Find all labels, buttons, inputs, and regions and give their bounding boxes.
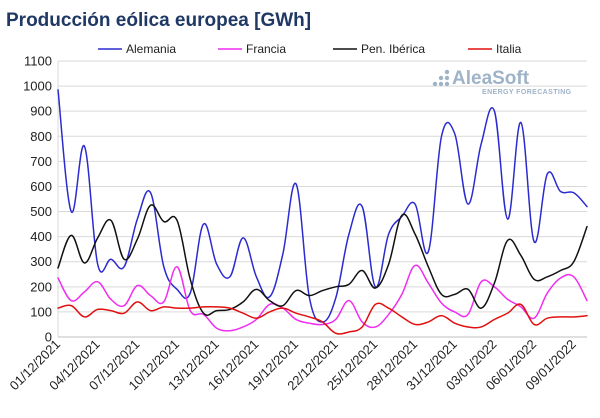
y-tick-label: 1100	[24, 54, 52, 69]
chart-title: Producción eólica europea [GWh]	[6, 10, 311, 31]
y-tick-label: 600	[30, 179, 52, 194]
y-tick-label: 500	[30, 204, 52, 219]
series-line-alemania	[57, 89, 588, 323]
y-tick-label: 800	[30, 129, 52, 144]
y-tick-label: 200	[30, 279, 52, 294]
series-line-pen-ib-rica	[57, 204, 588, 316]
y-tick-label: 1000	[23, 79, 52, 94]
legend-label: Pen. Ibérica	[361, 42, 425, 56]
logo-name: AleaSoft	[452, 68, 530, 89]
legend-label: Italia	[496, 42, 522, 56]
series-lines	[57, 89, 588, 335]
legend-label: Francia	[246, 42, 286, 56]
logo-tagline: ENERGY FORECASTING	[482, 89, 572, 96]
y-tick-label: 900	[30, 104, 52, 119]
series-line-italia	[57, 301, 588, 335]
legend: Alemania Francia Pen. Ibérica Italia	[98, 42, 522, 56]
logo-mark-icon	[432, 69, 450, 87]
y-axis: 0 100 200 300 400 500 600 700 800 900 1000 1100	[23, 54, 52, 345]
y-tick-label: 300	[30, 254, 52, 269]
y-tick-label: 700	[30, 154, 52, 169]
y-tick-label: 0	[45, 330, 52, 345]
y-tick-label: 100	[30, 304, 52, 319]
gridlines	[57, 60, 587, 338]
y-tick-label: 400	[30, 229, 52, 244]
legend-label: Alemania	[126, 42, 176, 56]
x-axis: 01/12/202104/12/202107/12/202110/12/2021…	[6, 337, 578, 394]
aleasoft-logo: AleaSoft ENERGY FORECASTING	[432, 68, 572, 96]
series-line-francia	[57, 264, 588, 332]
